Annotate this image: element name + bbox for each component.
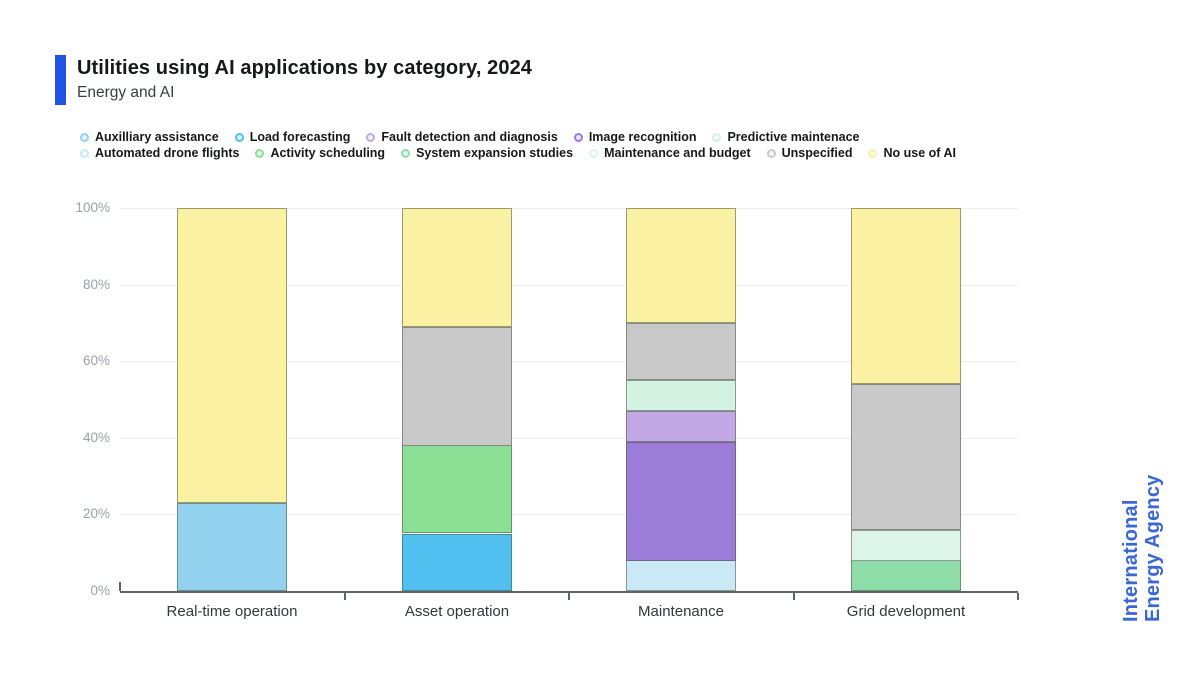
title-text-group: Utilities using AI applications by categ… [77, 55, 532, 103]
bar-segment [626, 323, 736, 380]
chart-title: Utilities using AI applications by categ… [77, 57, 533, 79]
x-axis-line [120, 591, 1018, 593]
y-axis-tick-label: 100% [75, 200, 110, 215]
y-axis-tick-label: 80% [82, 277, 110, 292]
legend-row: Auxilliary assistance Load forecasting Fau… [80, 130, 956, 144]
iea-branding-line2: Energy Agency [1142, 474, 1164, 622]
legend-dot-icon [234, 132, 244, 142]
iea-branding-line1: International [1120, 499, 1142, 622]
legend-dot-icon [712, 132, 722, 142]
legend-item: Automated drone flights [80, 146, 239, 160]
legend: Auxilliary assistance Load forecasting Fau… [80, 130, 956, 160]
legend-dot-icon [589, 148, 599, 158]
x-axis-tick [344, 593, 346, 600]
bar-segment [851, 530, 961, 561]
y-axis-tick-label: 0% [90, 583, 110, 598]
legend-item: Unspecified [766, 146, 853, 160]
bar-segment [177, 503, 287, 591]
legend-dot-icon [255, 148, 265, 158]
gridline [120, 208, 1018, 209]
legend-item: Auxilliary assistance [80, 130, 219, 144]
y-axis-tick-label: 60% [82, 353, 110, 368]
bar-segment [626, 411, 736, 442]
y-axis-tick-label: 40% [82, 430, 110, 445]
gridline [120, 438, 1018, 439]
iea-branding: International Energy Agency [1120, 450, 1164, 622]
gridline [120, 285, 1018, 286]
title-block: Utilities using AI applications by categ… [55, 55, 532, 105]
legend-dot-icon [573, 132, 583, 142]
x-axis-category-label: Real-time operation [166, 603, 298, 620]
legend-item-label: Image recognition [588, 130, 697, 144]
bar-segment [402, 534, 512, 591]
legend-item-label: Maintenance and budget [604, 146, 751, 160]
bar-segment [402, 445, 512, 533]
title-accent-bar [55, 55, 66, 105]
bar-segment [626, 208, 736, 323]
legend-item: No use of AI [868, 146, 956, 160]
bar-segment [626, 560, 736, 591]
chart-subtitle: Energy and AI [77, 84, 175, 101]
legend-item-label: System expansion studies [416, 146, 574, 160]
x-axis-category-label: Maintenance [638, 603, 724, 620]
legend-item-label: Predictive maintenace [727, 130, 860, 144]
bar-segment [402, 208, 512, 327]
legend-item: Image recognition [573, 130, 697, 144]
x-axis-category-label: Asset operation [404, 603, 510, 620]
y-axis-tick-label: 20% [82, 506, 110, 521]
legend-item: Maintenance and budget [589, 146, 751, 160]
gridline [120, 361, 1018, 362]
bar-segment [626, 442, 736, 561]
legend-item-label: Auxilliary assistance [95, 130, 219, 144]
bar-segment [851, 208, 961, 384]
x-axis-tick [568, 593, 570, 600]
bar-segment [851, 384, 961, 530]
bar-segment [177, 208, 287, 503]
legend-item-label: Activity scheduling [270, 146, 386, 160]
legend-item-label: Automated drone flights [95, 146, 240, 160]
legend-row: Automated drone flights Activity scheduli… [80, 146, 956, 160]
legend-item-label: No use of AI [883, 146, 956, 160]
legend-dot-icon [80, 132, 89, 142]
legend-dot-icon [868, 148, 878, 158]
legend-item-label: Load forecasting [249, 130, 351, 144]
legend-item: Fault detection and diagnosis [366, 130, 558, 144]
legend-item: Predictive maintenace [712, 130, 859, 144]
legend-item: Activity scheduling [255, 146, 385, 160]
legend-item-label: Unspecified [781, 146, 853, 160]
axis-origin-tick [119, 582, 121, 591]
legend-dot-icon [366, 132, 376, 142]
legend-item: System expansion studies [401, 146, 573, 160]
x-axis-tick [1017, 593, 1019, 600]
legend-item-label: Fault detection and diagnosis [381, 130, 558, 144]
legend-item: Load forecasting [234, 130, 351, 144]
legend-dot-icon [80, 148, 89, 158]
bar-segment [851, 560, 961, 591]
legend-dot-icon [766, 148, 776, 158]
gridline [120, 514, 1018, 515]
x-axis-tick [793, 593, 795, 600]
bar-segment [626, 380, 736, 411]
x-axis-category-label: Grid development [846, 603, 966, 620]
legend-dot-icon [401, 148, 411, 158]
bar-segment [402, 327, 512, 446]
